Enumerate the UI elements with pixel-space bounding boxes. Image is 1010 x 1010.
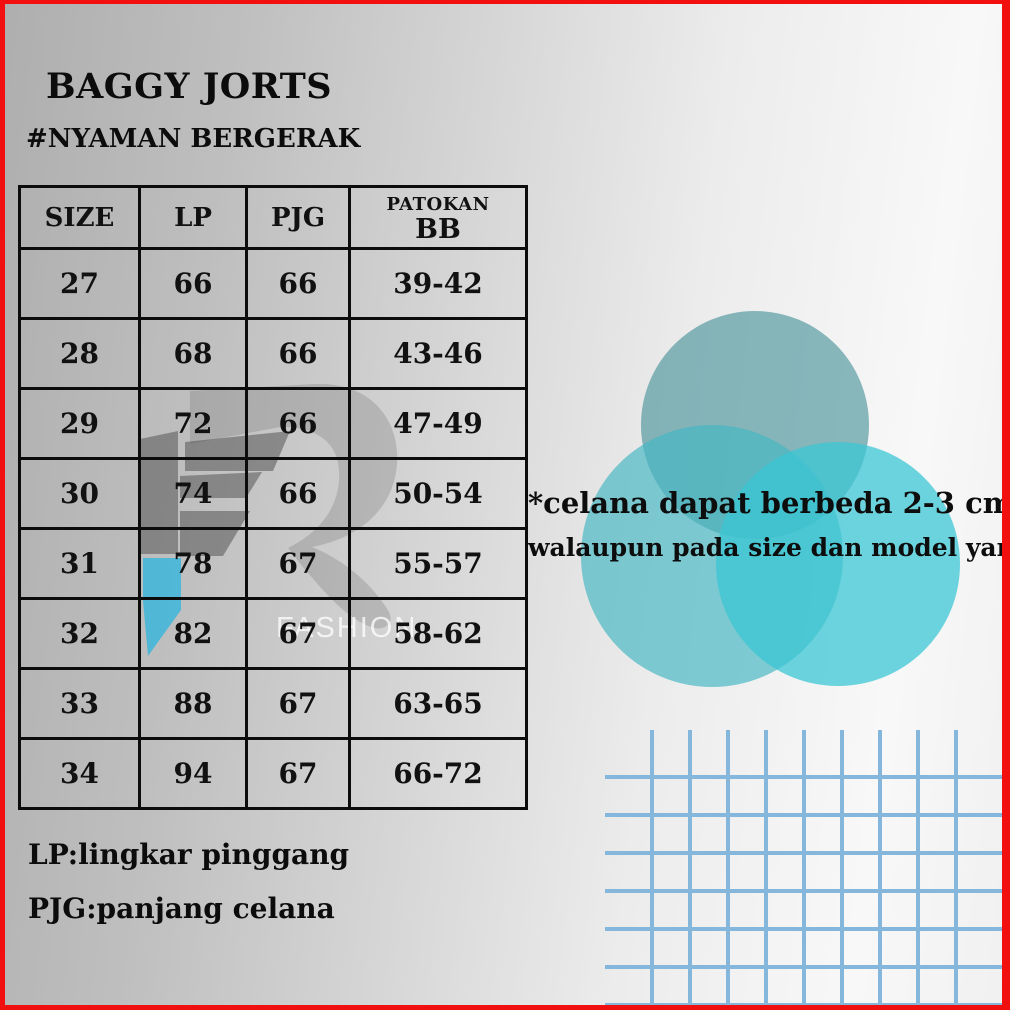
- cell-lp: 82: [138, 597, 248, 670]
- table-row: 28 68 66 43-46: [18, 317, 528, 390]
- table-row: 30 74 66 50-54: [18, 457, 528, 530]
- cell-size: 27: [18, 247, 141, 320]
- table-row: 27 66 66 39-42: [18, 247, 528, 320]
- cell-pjg: 67: [245, 597, 351, 670]
- col-header-bb: BB: [415, 213, 461, 245]
- cell-bb: 58-62: [348, 597, 528, 670]
- col-header-patokan: PATOKAN: [386, 193, 490, 215]
- cell-lp: 88: [138, 667, 248, 740]
- product-tagline: #NYAMAN BERGERAK: [26, 124, 361, 154]
- col-header-pjg: PJG: [245, 185, 351, 250]
- table-row: 34 94 67 66-72: [18, 737, 528, 810]
- cell-lp: 74: [138, 457, 248, 530]
- cell-bb: 66-72: [348, 737, 528, 810]
- cell-size: 31: [18, 527, 141, 600]
- product-title: BAGGY JORTS: [46, 66, 333, 107]
- cell-bb: 50-54: [348, 457, 528, 530]
- table-row: 32 82 67 58-62: [18, 597, 528, 670]
- decor-circle-bottom-right: [716, 442, 960, 686]
- cell-bb: 43-46: [348, 317, 528, 390]
- cell-pjg: 67: [245, 737, 351, 810]
- cell-pjg: 66: [245, 387, 351, 460]
- cell-lp: 66: [138, 247, 248, 320]
- cell-lp: 94: [138, 737, 248, 810]
- cell-lp: 78: [138, 527, 248, 600]
- decor-grid-vertical-lines: [650, 730, 974, 1005]
- cell-size: 28: [18, 317, 141, 390]
- legend-pjg: PJG:panjang celana: [28, 892, 335, 925]
- legend-lp: LP:lingkar pinggang: [28, 838, 350, 871]
- cell-pjg: 67: [245, 527, 351, 600]
- tolerance-note: *celana dapat berbeda 2-3 cm walaupun pa…: [528, 486, 1010, 562]
- col-header-patokan-bb: PATOKAN BB: [348, 185, 528, 250]
- tolerance-note-line2: walaupun pada size dan model yang sama.: [528, 533, 1010, 562]
- cell-size: 33: [18, 667, 141, 740]
- col-header-size: SIZE: [18, 185, 141, 250]
- cell-pjg: 67: [245, 667, 351, 740]
- cell-size: 32: [18, 597, 141, 670]
- cell-lp: 72: [138, 387, 248, 460]
- cell-bb: 47-49: [348, 387, 528, 460]
- size-table-header-row: SIZE LP PJG PATOKAN BB: [18, 185, 528, 250]
- abbreviation-legend: LP:lingkar pinggang PJG:panjang celana: [28, 838, 349, 925]
- table-row: 33 88 67 63-65: [18, 667, 528, 740]
- col-header-lp: LP: [138, 185, 248, 250]
- cell-lp: 68: [138, 317, 248, 390]
- table-row: 31 78 67 55-57: [18, 527, 528, 600]
- cell-size: 30: [18, 457, 141, 530]
- cell-bb: 55-57: [348, 527, 528, 600]
- cell-pjg: 66: [245, 317, 351, 390]
- cell-size: 34: [18, 737, 141, 810]
- tolerance-note-line1: *celana dapat berbeda 2-3 cm: [528, 486, 1010, 520]
- cell-pjg: 66: [245, 247, 351, 320]
- size-table: SIZE LP PJG PATOKAN BB 27 66 66 39-42 28…: [18, 185, 528, 810]
- cell-bb: 39-42: [348, 247, 528, 320]
- cell-size: 29: [18, 387, 141, 460]
- table-row: 29 72 66 47-49: [18, 387, 528, 460]
- cell-bb: 63-65: [348, 667, 528, 740]
- cell-pjg: 66: [245, 457, 351, 530]
